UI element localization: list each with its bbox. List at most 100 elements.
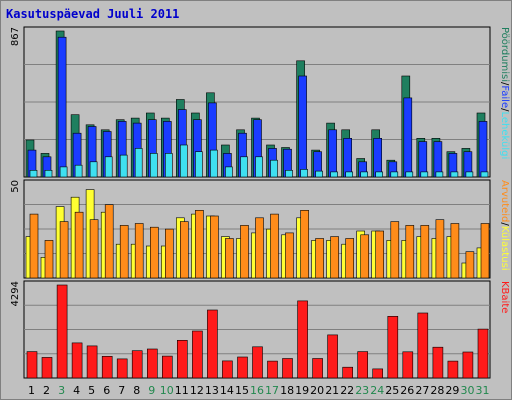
bar-sites xyxy=(119,225,129,279)
bar-kbytes xyxy=(56,284,68,379)
bar-sites xyxy=(44,240,54,279)
bar-sites xyxy=(195,210,204,279)
x-tick-label: 23 xyxy=(355,384,369,397)
x-tick-label: 2 xyxy=(43,384,50,397)
bar-sites xyxy=(285,232,294,279)
x-tick-label: 14 xyxy=(220,384,234,397)
x-tick-label: 15 xyxy=(235,384,249,397)
bar-kbytes xyxy=(267,360,278,379)
bar-sites xyxy=(59,221,69,279)
x-tick-label: 30 xyxy=(461,384,475,397)
bar-kbytes xyxy=(462,351,474,379)
bar-kbytes xyxy=(71,342,83,379)
x-tick-label: 7 xyxy=(118,384,125,397)
legend-entry: Pöördumisi xyxy=(499,27,510,82)
bar-kbytes xyxy=(372,368,384,379)
bar-pages xyxy=(225,166,233,178)
x-tick-label: 17 xyxy=(265,384,279,397)
bar-pages xyxy=(195,151,203,178)
bar-kbytes xyxy=(147,348,158,379)
legend: Arvuteid/Külastusi xyxy=(499,180,510,271)
bar-files xyxy=(328,129,337,178)
bar-kbytes xyxy=(26,351,38,379)
x-tick-label: 16 xyxy=(250,384,264,397)
bar-sites xyxy=(300,210,309,279)
bar-pages xyxy=(255,156,263,178)
bar-sites xyxy=(375,230,385,279)
bar-kbytes xyxy=(86,345,98,379)
x-tick-label: 22 xyxy=(340,384,354,397)
bar-files xyxy=(403,97,413,178)
panel-3: 4294 KBaite xyxy=(10,280,510,379)
y-max-label: 4294 xyxy=(10,281,21,306)
bar-pages xyxy=(104,156,113,178)
bar-pages xyxy=(150,153,158,178)
bar-kbytes xyxy=(131,350,143,379)
x-tick-label: 20 xyxy=(310,384,324,397)
bar-pages xyxy=(210,149,218,178)
bar-kbytes xyxy=(417,312,429,379)
x-tick-label: 12 xyxy=(190,384,204,397)
bar-pages xyxy=(315,170,323,178)
panel-1: 867 Pöördumisi/Faile/Lehekülgi xyxy=(10,26,510,178)
x-tick-label: 31 xyxy=(476,384,490,397)
bar-pages xyxy=(480,171,489,178)
bar-kbytes xyxy=(447,360,459,379)
bar-sites xyxy=(150,226,159,279)
bar-sites xyxy=(330,236,339,279)
bar-sites xyxy=(180,221,189,279)
bar-kbytes xyxy=(477,328,489,379)
bar-kbytes xyxy=(116,358,128,379)
bar-pages xyxy=(29,170,38,178)
bar-pages xyxy=(134,148,143,178)
bar-pages xyxy=(74,164,83,178)
x-tick-label: 19 xyxy=(295,384,309,397)
bar-kbytes xyxy=(237,356,248,379)
bar-pages xyxy=(390,171,399,178)
bar-pages xyxy=(89,161,98,178)
bar-sites xyxy=(360,234,370,279)
bar-pages xyxy=(345,171,354,178)
bar-pages xyxy=(450,171,459,178)
bar-kbytes xyxy=(252,346,263,379)
bar-files xyxy=(343,138,353,178)
x-tick-label: 3 xyxy=(58,384,65,397)
bar-pages xyxy=(165,153,173,178)
x-tick-label: 27 xyxy=(415,384,429,397)
x-tick-label: 8 xyxy=(133,384,140,397)
x-tick-label: 28 xyxy=(430,384,444,397)
bar-kbytes xyxy=(101,355,113,379)
bar-files xyxy=(478,121,488,178)
bar-sites xyxy=(240,225,249,279)
bar-kbytes xyxy=(402,351,414,379)
bar-kbytes xyxy=(207,309,218,379)
bar-kbytes xyxy=(357,351,369,379)
bar-kbytes xyxy=(327,334,338,379)
bar-sites xyxy=(480,223,490,279)
bar-pages xyxy=(119,154,128,178)
bar-sites xyxy=(390,221,400,279)
bar-sites xyxy=(165,228,174,279)
bar-sites xyxy=(210,215,219,279)
bar-kbytes xyxy=(192,330,203,379)
bar-sites xyxy=(89,219,99,279)
x-tick-label: 5 xyxy=(88,384,95,397)
bar-sites xyxy=(405,225,415,279)
bar-kbytes xyxy=(222,360,233,379)
legend-entry: / xyxy=(499,108,510,112)
bar-pages xyxy=(420,171,429,178)
bar-sites xyxy=(465,251,475,279)
x-axis-labels: 1 2 3 4 5 6 7 8 9 10 11 12 13 14 15 16 17 18 19 20 21 22 23 24 2… xyxy=(28,384,490,397)
bar-files xyxy=(298,75,307,178)
bar-pages xyxy=(240,156,248,178)
legend: Pöördumisi/Faile/Lehekülgi xyxy=(499,27,510,159)
bar-sites xyxy=(134,223,144,279)
legend-entry: / xyxy=(499,222,510,226)
legend: KBaite xyxy=(499,281,510,313)
legend-entry: / xyxy=(499,82,510,86)
x-tick-label: 24 xyxy=(370,384,384,397)
legend-entry: Lehekülgi xyxy=(499,111,510,159)
bar-sites xyxy=(29,213,39,279)
